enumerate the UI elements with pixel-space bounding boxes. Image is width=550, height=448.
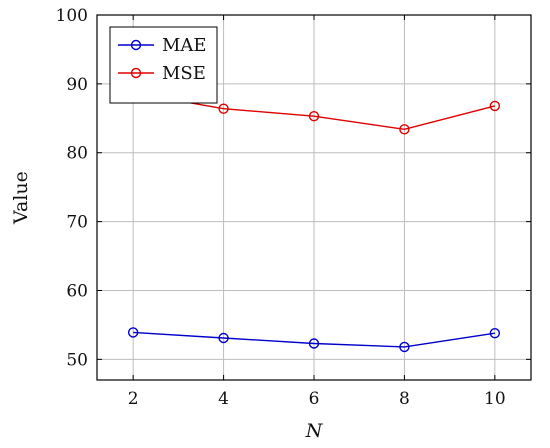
data-point xyxy=(308,111,320,122)
x-tick-label: 6 xyxy=(309,389,320,409)
data-point xyxy=(489,100,501,112)
legend-label: MSE xyxy=(162,63,206,84)
legend-marker xyxy=(130,67,142,79)
x-tick-label: 2 xyxy=(128,389,139,409)
y-tick-label: 70 xyxy=(66,213,88,233)
x-tick-label: 8 xyxy=(399,389,410,409)
y-tick-label: 100 xyxy=(56,6,88,26)
legend-label: MAE xyxy=(162,35,207,56)
legend-box xyxy=(109,26,218,104)
data-point xyxy=(218,332,229,344)
series-mae xyxy=(127,327,501,353)
legend-marker xyxy=(130,39,142,51)
x-axis-ticks: 2 4 6 8 10 xyxy=(128,15,506,409)
data-point xyxy=(399,341,410,353)
data-point xyxy=(127,327,139,338)
y-axis-label: Value xyxy=(10,171,32,225)
legend: MAE MSE xyxy=(109,26,218,104)
data-point xyxy=(399,124,410,135)
legend-entry-mae: MAE xyxy=(118,35,207,56)
legend-entry-mse: MSE xyxy=(118,63,206,84)
data-point xyxy=(218,103,229,114)
data-point xyxy=(489,327,501,339)
y-tick-label: 50 xyxy=(66,350,88,370)
y-tick-label: 90 xyxy=(66,75,88,95)
data-point xyxy=(308,338,320,349)
y-tick-label: 80 xyxy=(66,144,88,164)
x-tick-label: 10 xyxy=(484,389,506,409)
series-line xyxy=(133,331,495,348)
y-axis-ticks: 50 60 70 80 90 100 xyxy=(56,6,531,370)
x-tick-label: 4 xyxy=(218,389,229,409)
legend-entries: MAE MSE xyxy=(118,35,207,84)
x-axis-label: N xyxy=(305,420,324,442)
y-tick-label: 60 xyxy=(66,281,88,301)
